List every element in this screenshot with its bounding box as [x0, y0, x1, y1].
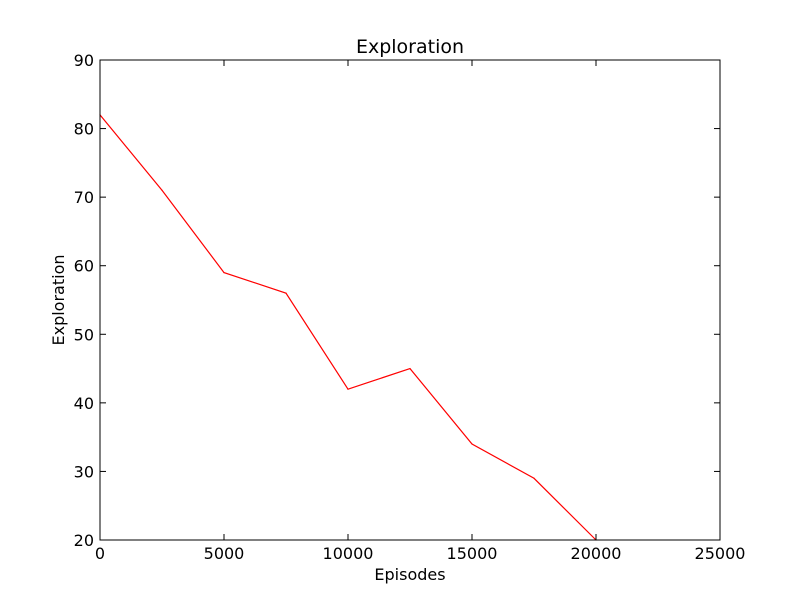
y-tick-label: 20 [74, 531, 94, 550]
series-layer [99, 114, 597, 541]
x-tick-label: 0 [95, 544, 105, 563]
y-tick-label: 60 [74, 257, 94, 276]
data-point [285, 292, 287, 294]
data-point [533, 477, 535, 479]
y-tick-label: 40 [74, 394, 94, 413]
x-tick-label: 10000 [323, 544, 374, 563]
y-tick-label: 30 [74, 462, 94, 481]
x-tick-label: 25000 [695, 544, 746, 563]
y-tick-label: 90 [74, 51, 94, 70]
y-axis-label: Exploration [49, 255, 68, 346]
y-tick-label: 70 [74, 188, 94, 207]
x-tick-label: 15000 [447, 544, 498, 563]
x-tick-label: 20000 [571, 544, 622, 563]
data-point [223, 271, 225, 274]
data-point [409, 367, 411, 370]
data-point [347, 388, 349, 390]
x-tick-label: 5000 [204, 544, 245, 563]
y-tick-label: 50 [74, 325, 94, 344]
data-point [471, 443, 473, 445]
ticks-layer: 0 5000 10000 15000 20000 25000 20 30 40 50 60 70 80 9… [74, 51, 746, 563]
plot-frame [99, 59, 721, 541]
chart-title: Exploration [356, 36, 464, 58]
x-axis-label: Episodes [374, 565, 445, 584]
data-point [161, 189, 163, 191]
y-tick-label: 80 [74, 120, 94, 139]
series-line-0 [99, 114, 597, 541]
